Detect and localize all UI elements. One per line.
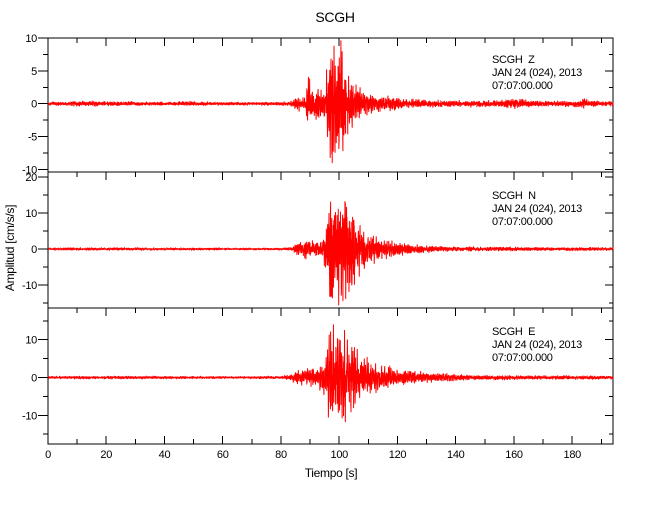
annotation-panel-e: SCGH E JAN 24 (024), 2013 07:07:00.000: [492, 326, 582, 364]
x-tick-label: 0: [45, 449, 51, 461]
x-tick-label: 180: [564, 449, 582, 461]
x-tick-label: 20: [100, 449, 112, 461]
y-tick-label: 10: [25, 33, 37, 45]
time-label: 07:07:00.000: [492, 80, 553, 92]
y-tick-label: 0: [31, 99, 37, 111]
y-tick-label: -5: [28, 132, 37, 144]
waveform-traces: [47, 40, 614, 423]
y-tick-label: 20: [25, 172, 37, 184]
x-tick-label: 80: [275, 449, 287, 461]
y-tick-label: -10: [22, 164, 37, 176]
plot-title: SCGH: [315, 9, 354, 25]
y-axis-label: Amplitud [cm/s/s]: [3, 205, 17, 291]
y-tick-label: 10: [25, 208, 37, 220]
station-component-label: SCGH E: [492, 326, 535, 338]
annotation-panel-n: SCGH N JAN 24 (024), 2013 07:07:00.000: [492, 190, 582, 228]
y-tick-label: 5: [31, 66, 37, 78]
y-tick-label: -10: [22, 410, 37, 422]
x-tick-label: 160: [505, 449, 523, 461]
panel-box-e: [47, 307, 614, 445]
time-label: 07:07:00.000: [492, 352, 553, 364]
date-label: JAN 24 (024), 2013: [492, 67, 582, 79]
x-tick-label: 60: [217, 449, 229, 461]
y-tick-label: -10: [22, 280, 37, 292]
station-component-label: SCGH Z: [492, 54, 535, 66]
x-axis-label: Tiempo [s]: [305, 466, 358, 480]
date-label: JAN 24 (024), 2013: [492, 339, 582, 351]
y-tick-label: 0: [31, 244, 37, 256]
x-tick-label: 100: [331, 449, 349, 461]
x-tick-label: 40: [159, 449, 171, 461]
time-label: 07:07:00.000: [492, 216, 553, 228]
trace-e: [47, 324, 614, 423]
y-tick-label: 10: [25, 335, 37, 347]
trace-n: [47, 201, 614, 306]
x-tick-label: 140: [447, 449, 465, 461]
panel-annotations: SCGH Z JAN 24 (024), 2013 07:07:00.000 S…: [492, 54, 582, 364]
date-label: JAN 24 (024), 2013: [492, 203, 582, 215]
annotation-panel-z: SCGH Z JAN 24 (024), 2013 07:07:00.000: [492, 54, 582, 92]
station-component-label: SCGH N: [492, 190, 536, 202]
trace-z: [47, 40, 614, 164]
x-tick-label: 120: [389, 449, 407, 461]
y-tick-label: 0: [31, 373, 37, 385]
